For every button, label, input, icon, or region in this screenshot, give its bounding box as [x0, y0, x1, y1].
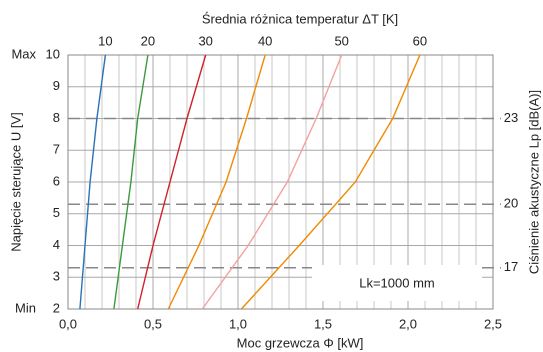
y-tick-label: 2 [53, 300, 60, 315]
x-tick-label: 2,5 [484, 316, 502, 331]
y-end-label: Min [15, 300, 36, 315]
curve [113, 54, 149, 310]
y2-tick-label: 17 [504, 259, 518, 274]
plot-frame [67, 54, 494, 310]
curve [201, 54, 343, 310]
y-tick-label: 9 [53, 78, 60, 93]
curve [137, 54, 207, 310]
y-tick-label: 6 [53, 173, 60, 188]
y-end-label: Max [11, 46, 36, 61]
x-tick-label: 2,0 [399, 316, 417, 331]
x-tick-label: 1,5 [314, 316, 332, 331]
y-tick-label: 7 [53, 142, 60, 157]
series-label: 20 [141, 33, 155, 48]
series-label: 50 [334, 33, 348, 48]
curve [167, 54, 266, 310]
series-label: 30 [198, 33, 212, 48]
y2-axis-label: Ciśnienie akustyczne Lp [dB(A)] [526, 90, 541, 274]
y2-tick-label: 20 [504, 196, 518, 211]
series-label: 10 [98, 33, 112, 48]
series-label: 60 [413, 33, 427, 48]
series-label: 40 [258, 33, 272, 48]
x-tick-label: 0,0 [59, 316, 77, 331]
curve [240, 54, 421, 310]
y-tick-label: 5 [53, 205, 60, 220]
y-tick-label: 8 [53, 110, 60, 125]
y-tick-label: 10 [46, 46, 60, 61]
curve [79, 54, 107, 310]
chart-title: Średnia różnica temperatur ΔT [K] [202, 11, 398, 26]
y2-tick-label: 23 [504, 110, 518, 125]
x-tick-label: 0,5 [144, 316, 162, 331]
y-tick-label: 3 [53, 269, 60, 284]
y-axis-label: Napięcie sterujące U [V] [8, 112, 23, 251]
annotation-box [312, 265, 482, 301]
x-axis-label: Moc grzewcza Φ [kW] [237, 335, 364, 350]
x-tick-label: 1,0 [229, 316, 247, 331]
annotation: Lk=1000 mm [359, 275, 435, 290]
y-tick-label: 4 [53, 237, 60, 252]
